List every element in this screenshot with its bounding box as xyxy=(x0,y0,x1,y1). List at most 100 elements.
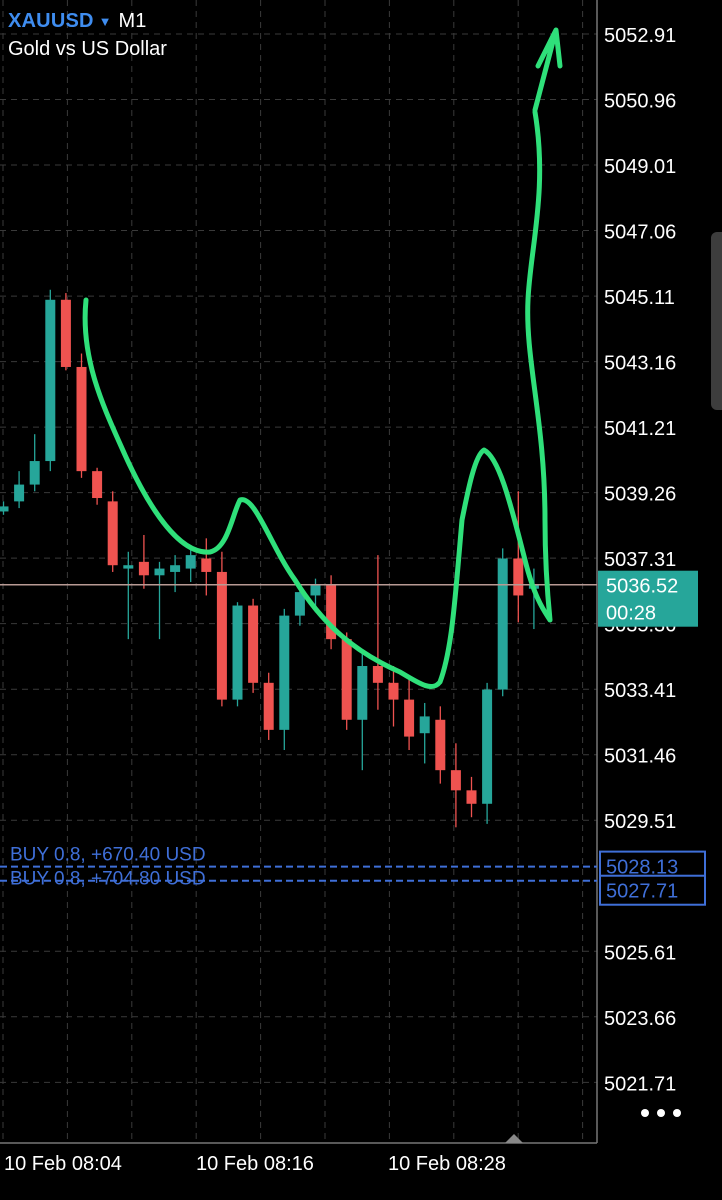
candle-body xyxy=(29,461,40,485)
dot xyxy=(641,1109,649,1117)
price-tick-label: 5043.16 xyxy=(604,353,676,375)
candle-body xyxy=(279,615,290,730)
candle xyxy=(185,548,196,583)
price-tick-label: 5039.26 xyxy=(604,484,676,506)
position-price-label: 5028.13 xyxy=(606,857,678,879)
candle xyxy=(248,598,259,693)
candle xyxy=(279,608,290,751)
position-label[interactable]: BUY 0.8, +704.80 USD xyxy=(10,869,206,890)
candle xyxy=(357,652,368,771)
candle xyxy=(513,491,524,623)
candle-body xyxy=(216,571,227,700)
dot xyxy=(657,1109,665,1117)
candle xyxy=(497,548,508,697)
candle-body xyxy=(372,666,383,683)
bar-countdown-label: 00:28 xyxy=(606,603,656,625)
candle-body xyxy=(294,592,305,616)
candle-body xyxy=(450,770,461,791)
candle xyxy=(60,293,71,371)
position-price-box[interactable] xyxy=(599,874,706,906)
candle xyxy=(435,706,446,784)
symbol-description: Gold vs US Dollar xyxy=(8,38,167,60)
price-tick-label: 5049.01 xyxy=(604,156,676,178)
price-tick-label: 5037.31 xyxy=(604,549,676,571)
hand-drawn-trend-annotation xyxy=(82,27,563,689)
symbol-dropdown-icon[interactable]: ▼ xyxy=(98,14,112,29)
candle-body xyxy=(14,484,25,502)
price-tick-label: 5031.46 xyxy=(604,746,676,768)
candle xyxy=(372,555,383,710)
candle-body xyxy=(170,565,181,572)
candle-body xyxy=(154,568,165,576)
candle-body xyxy=(185,555,196,569)
vertical-grid xyxy=(2,0,584,1143)
price-tick-label: 5021.71 xyxy=(604,1073,676,1095)
candle xyxy=(326,575,337,650)
candle xyxy=(170,555,181,593)
candle-body xyxy=(232,605,243,700)
price-tick-label: 5029.51 xyxy=(604,811,676,833)
candle-body xyxy=(326,585,337,640)
candle xyxy=(294,585,305,626)
candle-body xyxy=(341,639,352,720)
candle xyxy=(201,538,212,596)
candle xyxy=(216,551,227,707)
candle-body xyxy=(0,506,9,512)
price-axis-labels: 5052.91 5050.96 5049.01 5047.06 5045.11 5043.… xyxy=(604,25,676,1095)
candle xyxy=(419,702,430,764)
time-scroll-marker-icon[interactable] xyxy=(505,1134,523,1143)
current-price-label: 5036.52 xyxy=(606,576,678,598)
candle-body xyxy=(123,565,134,569)
candle xyxy=(14,471,25,509)
price-tick-label: 5050.96 xyxy=(604,91,676,113)
candle-body xyxy=(497,558,508,690)
candle xyxy=(29,434,40,492)
candle-body xyxy=(248,605,259,683)
candle-body xyxy=(60,299,71,367)
candle xyxy=(404,676,415,751)
price-tick-label: 5052.91 xyxy=(604,25,676,47)
candle xyxy=(341,632,352,730)
candle-body xyxy=(138,561,149,576)
candle-body xyxy=(482,689,493,804)
candle-body xyxy=(76,366,87,472)
positions-layer[interactable]: BUY 0.8, +670.40 USD 5028.13 BUY 0.8, +704… xyxy=(0,845,706,906)
candle xyxy=(123,551,134,640)
candle xyxy=(466,776,477,818)
position-label[interactable]: BUY 0.8, +670.40 USD xyxy=(10,845,206,866)
current-price-box: 5036.52 00:28 xyxy=(598,570,698,627)
candle xyxy=(107,491,118,572)
symbol-name[interactable]: XAUUSD xyxy=(8,10,94,32)
side-panel-handle[interactable] xyxy=(711,232,722,410)
candle-body xyxy=(263,682,274,730)
candle-body xyxy=(92,471,103,499)
timeframe-label[interactable]: M1 xyxy=(118,10,147,32)
price-tick-label: 5025.61 xyxy=(604,942,676,964)
candle xyxy=(232,602,243,707)
price-tick-label: 5023.66 xyxy=(604,1008,676,1030)
candle xyxy=(92,467,103,505)
candle xyxy=(138,534,149,589)
candle xyxy=(154,561,165,640)
price-tick-label: 5047.06 xyxy=(604,222,676,244)
time-axis-labels: 10 Feb 08:04 10 Feb 08:16 10 Feb 08:28 xyxy=(4,1153,506,1175)
candle-body xyxy=(310,585,321,596)
candle-body xyxy=(419,716,430,734)
candle-body xyxy=(466,790,477,804)
symbol-row[interactable]: XAUUSD ▼ M1 xyxy=(8,10,167,33)
candle xyxy=(388,666,399,727)
dot xyxy=(673,1109,681,1117)
time-tick-label: 10 Feb 08:28 xyxy=(388,1153,506,1175)
candle xyxy=(263,672,274,740)
more-options-icon[interactable] xyxy=(636,1098,686,1128)
time-tick-label: 10 Feb 08:04 xyxy=(4,1153,122,1175)
price-tick-label: 5041.21 xyxy=(604,418,676,440)
candle-body xyxy=(404,699,415,737)
candle-body xyxy=(45,299,56,462)
candle-body xyxy=(513,558,524,596)
candle-body xyxy=(201,558,212,572)
candle-body xyxy=(435,719,446,771)
candle xyxy=(482,682,493,824)
candle xyxy=(45,289,56,472)
